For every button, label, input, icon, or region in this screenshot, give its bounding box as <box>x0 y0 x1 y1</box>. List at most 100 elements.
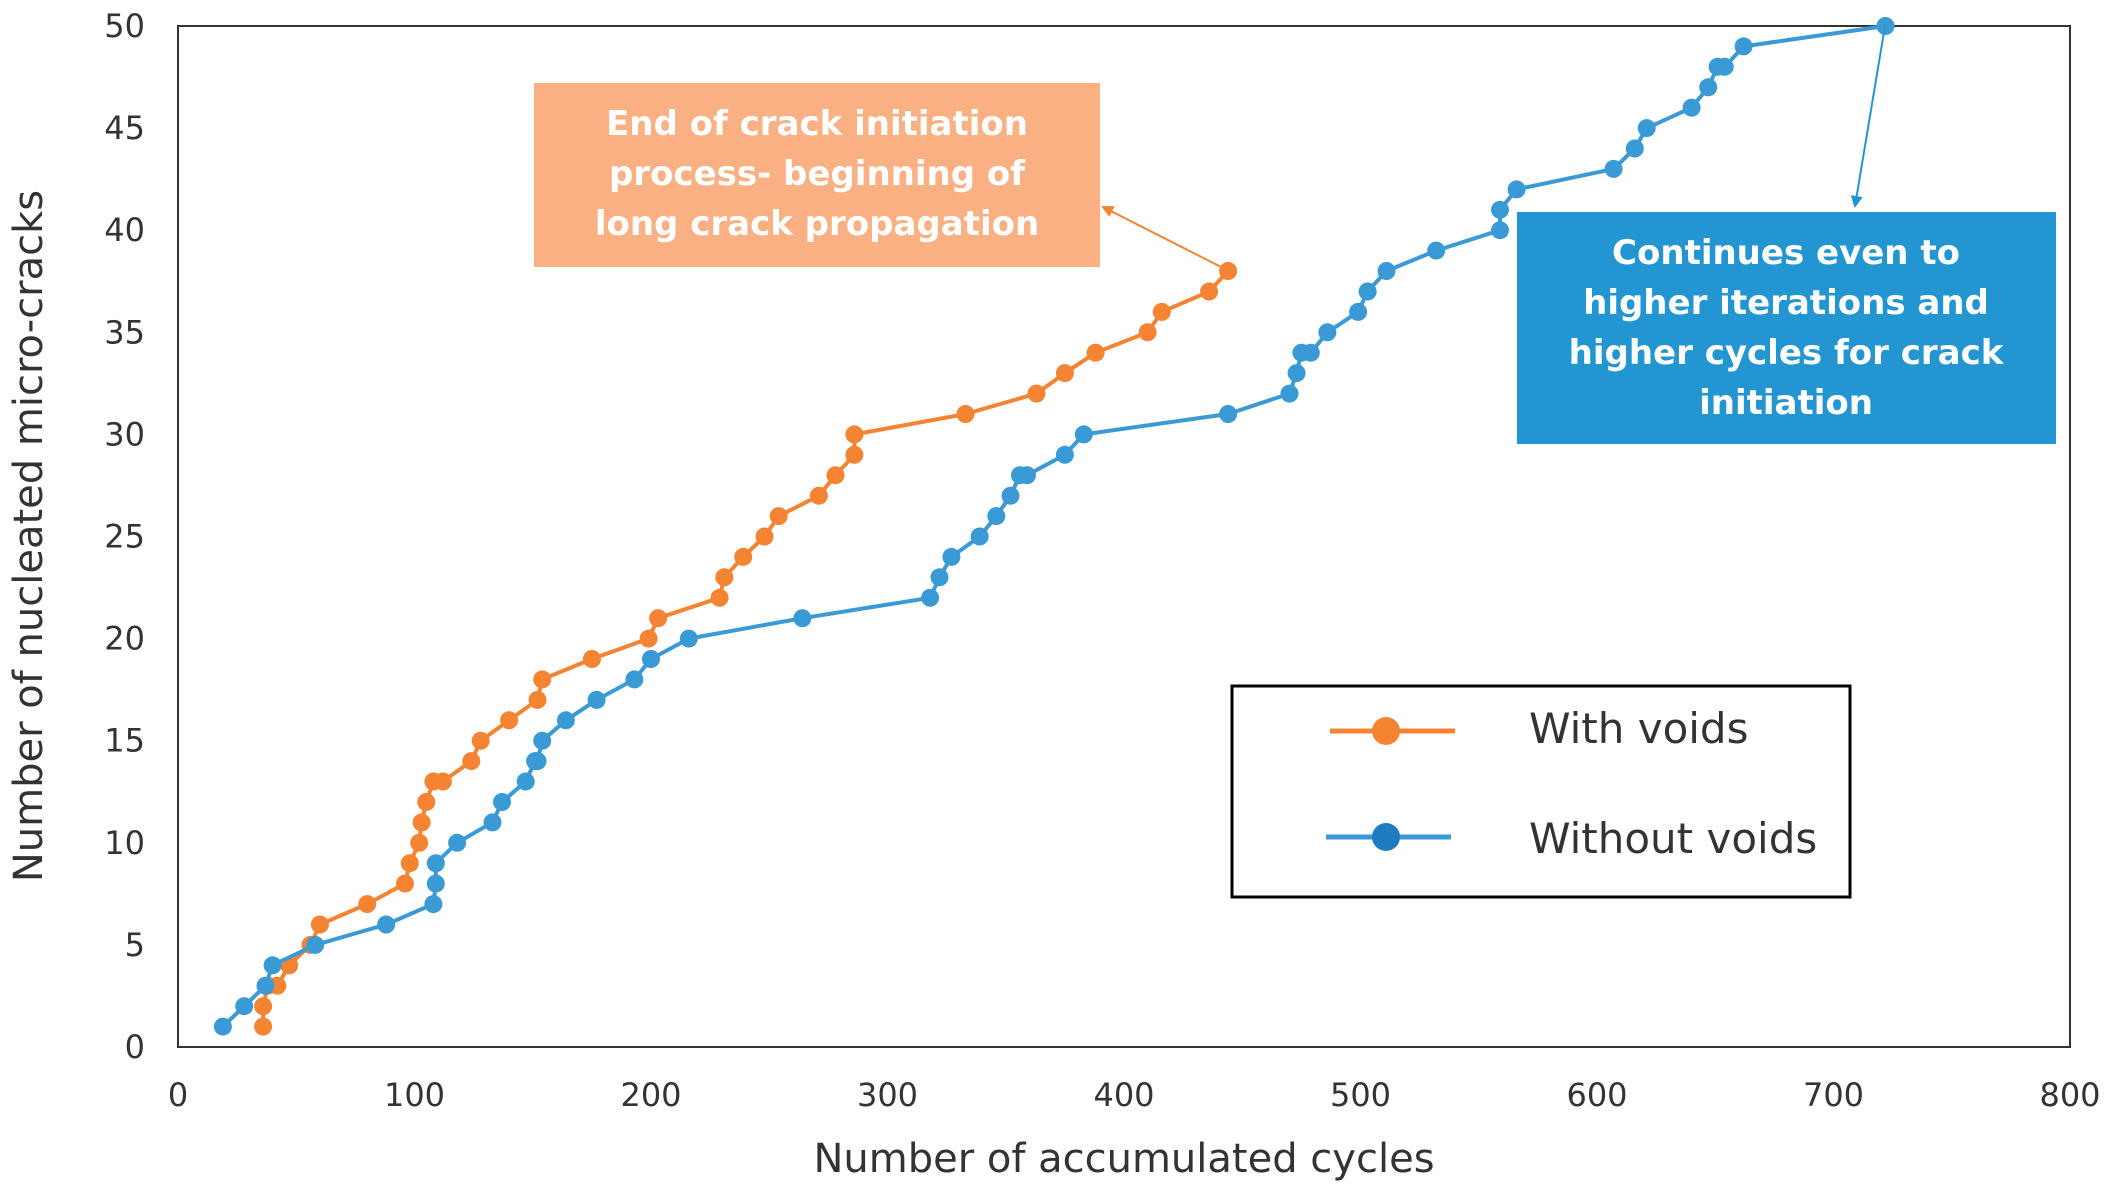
data-point-with-voids <box>710 588 729 607</box>
legend-without-voids-marker <box>1372 823 1400 851</box>
data-point-without-voids <box>1318 323 1337 342</box>
data-point-with-voids <box>715 568 734 587</box>
data-point-without-voids <box>930 568 949 587</box>
data-point-with-voids <box>471 731 490 750</box>
data-point-with-voids <box>412 813 431 832</box>
annotation-with-voids-line-1: End of crack initiation <box>606 104 1028 144</box>
annotation-with-voids-line-3: long crack propagation <box>595 204 1039 244</box>
legend: With voids Without voids <box>1230 684 1852 899</box>
x-tick-label: 0 <box>168 1076 188 1114</box>
data-point-without-voids <box>1358 282 1377 301</box>
data-point-with-voids <box>433 772 452 791</box>
data-point-with-voids <box>1219 262 1238 280</box>
data-point-with-voids <box>410 833 429 852</box>
y-tick-label: 15 <box>104 722 145 760</box>
data-point-without-voids <box>970 527 989 546</box>
data-point-without-voids <box>377 915 396 934</box>
y-tick-label: 45 <box>104 109 145 147</box>
data-point-without-voids <box>1491 200 1509 219</box>
annotation-with-voids-arrow <box>1101 206 1228 271</box>
data-point-without-voids <box>556 711 575 730</box>
data-point-with-voids <box>809 486 828 505</box>
data-point-without-voids <box>1637 119 1656 138</box>
x-tick-label: 600 <box>1566 1076 1627 1114</box>
annotation-without-voids-box <box>1517 212 2056 444</box>
x-axis-ticks: 0 100 200 300 400 500 600 700 800 <box>168 1076 2101 1114</box>
data-point-without-voids <box>793 609 812 628</box>
series-line-with-voids <box>261 269 1230 1027</box>
data-point-with-voids <box>769 507 788 526</box>
data-point-without-voids <box>1074 425 1093 444</box>
data-point-without-voids <box>587 690 606 709</box>
y-axis-ticks: 0 5 10 15 20 25 30 35 40 45 50 <box>104 7 145 1066</box>
data-point-without-voids <box>942 547 961 566</box>
x-tick-label: 300 <box>857 1076 918 1114</box>
data-point-without-voids <box>1682 98 1701 117</box>
data-point-with-voids <box>358 895 377 914</box>
data-point-without-voids <box>1001 486 1020 505</box>
legend-with-voids-marker <box>1372 717 1400 745</box>
data-point-with-voids <box>1152 302 1171 321</box>
data-point-without-voids <box>306 935 325 954</box>
x-tick-label: 100 <box>384 1076 445 1114</box>
series-without-voids <box>213 17 1895 1036</box>
series-layer <box>213 17 1895 1036</box>
data-point-without-voids <box>263 956 282 975</box>
data-point-with-voids <box>845 445 864 464</box>
data-point-without-voids <box>483 813 502 832</box>
data-point-with-voids <box>1086 343 1105 362</box>
y-tick-label: 5 <box>125 926 145 964</box>
data-point-with-voids <box>956 405 975 423</box>
data-point-with-voids <box>845 425 864 444</box>
y-axis-title: Number of nucleated micro-cracks <box>6 190 52 882</box>
data-point-without-voids <box>213 1017 232 1036</box>
data-point-without-voids <box>1491 221 1509 240</box>
y-tick-label: 10 <box>104 824 145 862</box>
data-point-with-voids <box>1200 282 1219 301</box>
data-point-without-voids <box>493 793 511 811</box>
data-point-with-voids <box>1138 323 1157 342</box>
x-axis-title: Number of accumulated cycles <box>813 1136 1434 1182</box>
data-point-without-voids <box>1507 180 1526 199</box>
x-tick-label: 400 <box>1093 1076 1154 1114</box>
annotation-with-voids-line-2: process- beginning of <box>609 154 1026 194</box>
data-point-without-voids <box>1876 17 1895 35</box>
data-point-without-voids <box>1734 37 1753 56</box>
data-point-with-voids <box>582 650 601 668</box>
data-point-without-voids <box>528 752 547 771</box>
y-tick-label: 40 <box>104 211 145 249</box>
data-point-without-voids <box>625 670 644 689</box>
data-point-with-voids <box>254 997 273 1016</box>
data-point-with-voids <box>417 793 436 811</box>
data-point-with-voids <box>310 915 329 934</box>
data-point-without-voids <box>426 874 445 893</box>
annotation-with-voids-box <box>534 83 1100 267</box>
data-point-without-voids <box>679 629 698 648</box>
data-point-with-voids <box>649 609 668 628</box>
data-point-without-voids <box>235 997 254 1016</box>
data-point-without-voids <box>1625 139 1644 158</box>
annotation-without-voids-line-3: higher cycles for crack <box>1569 333 2005 373</box>
data-point-without-voids <box>1699 78 1718 97</box>
data-point-with-voids <box>1027 384 1046 403</box>
annotation-without-voids-line-4: initiation <box>1699 383 1873 423</box>
data-point-with-voids <box>755 527 774 546</box>
data-point-without-voids <box>426 854 445 873</box>
data-point-without-voids <box>1280 384 1299 403</box>
y-tick-label: 35 <box>104 313 145 351</box>
data-point-with-voids <box>400 854 419 873</box>
y-tick-label: 0 <box>125 1028 145 1066</box>
x-tick-label: 800 <box>2039 1076 2100 1114</box>
annotation-with-voids: End of crack initiation process- beginni… <box>534 83 1228 271</box>
data-point-without-voids <box>921 588 940 607</box>
annotation-without-voids: Continues even to higher iterations and … <box>1517 25 2056 444</box>
y-tick-label: 50 <box>104 7 145 45</box>
data-point-without-voids <box>424 895 443 914</box>
data-point-without-voids <box>1287 364 1306 383</box>
data-point-with-voids <box>462 752 481 771</box>
y-tick-label: 20 <box>104 620 145 658</box>
data-point-with-voids <box>396 874 414 893</box>
annotation-without-voids-line-1: Continues even to <box>1612 233 1960 273</box>
data-point-without-voids <box>1219 405 1238 423</box>
data-point-with-voids <box>639 629 658 648</box>
